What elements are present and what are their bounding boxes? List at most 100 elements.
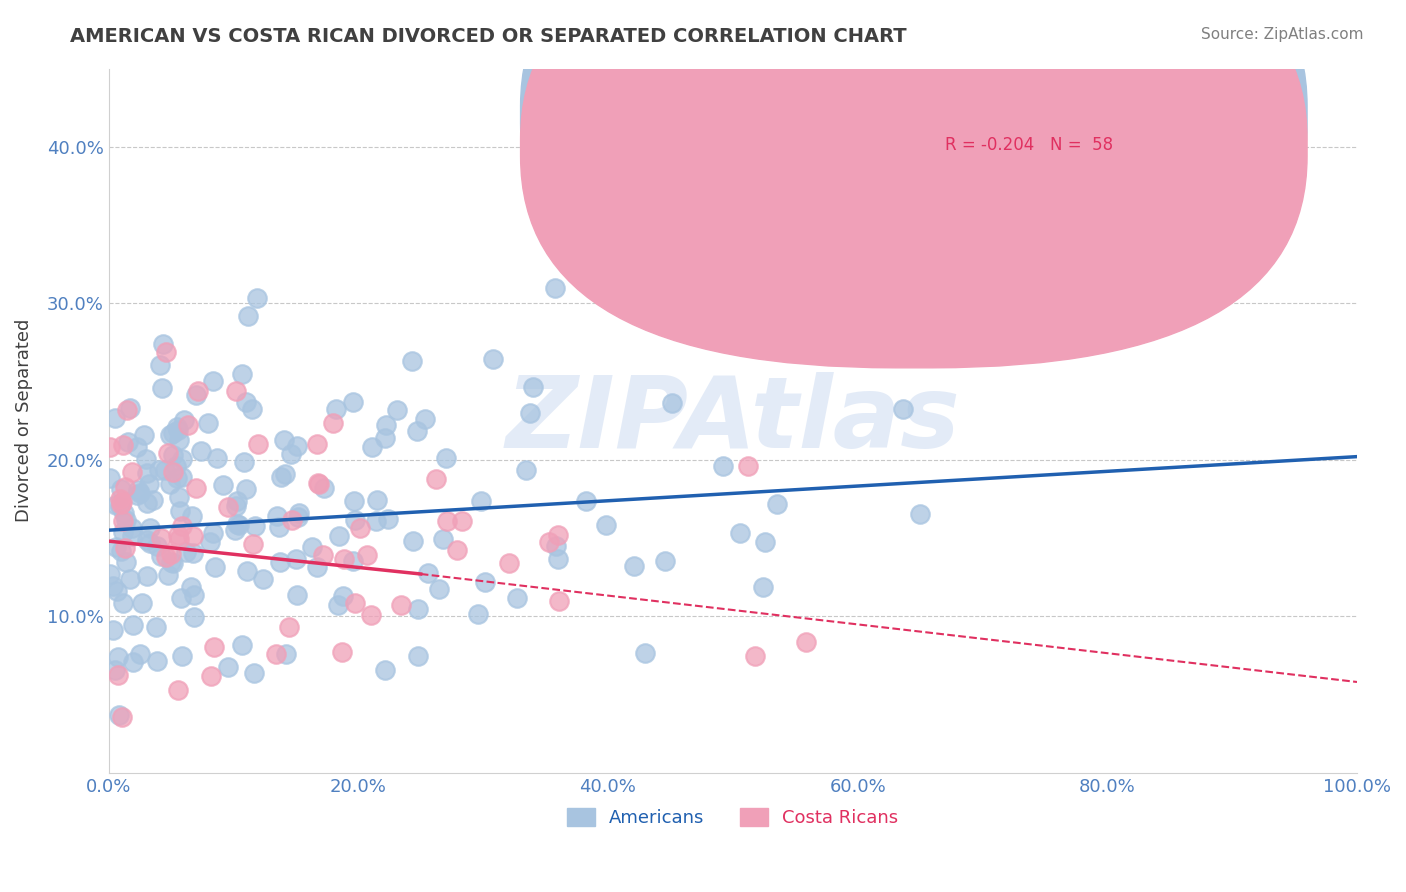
Point xyxy=(754,534,776,549)
Point xyxy=(180,509,202,524)
Point xyxy=(166,471,188,485)
Point xyxy=(307,560,329,574)
Point xyxy=(305,437,328,451)
Point xyxy=(374,432,396,446)
Point xyxy=(416,566,439,581)
Point xyxy=(312,548,335,562)
Point xyxy=(522,380,544,394)
Point xyxy=(274,467,297,481)
Point xyxy=(202,525,225,540)
Point xyxy=(595,517,617,532)
Point xyxy=(121,529,143,543)
Point xyxy=(155,344,177,359)
Point xyxy=(111,495,134,509)
Point xyxy=(155,549,177,564)
Point xyxy=(173,412,195,426)
Point xyxy=(242,536,264,550)
Point xyxy=(110,544,132,558)
Point xyxy=(308,476,330,491)
Point xyxy=(269,520,291,534)
Point xyxy=(252,572,274,586)
Point xyxy=(201,374,224,388)
Point xyxy=(162,425,184,440)
Point xyxy=(112,597,135,611)
Point xyxy=(228,518,250,533)
Point xyxy=(159,428,181,442)
Point xyxy=(264,647,287,661)
Point xyxy=(180,580,202,594)
Point xyxy=(186,388,208,402)
Point xyxy=(172,518,194,533)
Point xyxy=(129,486,152,500)
Point xyxy=(156,568,179,582)
Point xyxy=(765,497,787,511)
Point xyxy=(118,573,141,587)
Point xyxy=(744,649,766,664)
Point xyxy=(285,552,308,566)
Text: AMERICAN VS COSTA RICAN DIVORCED OR SEPARATED CORRELATION CHART: AMERICAN VS COSTA RICAN DIVORCED OR SEPA… xyxy=(70,27,907,45)
Point xyxy=(266,508,288,523)
Point xyxy=(183,589,205,603)
Point xyxy=(160,556,183,570)
Point xyxy=(162,448,184,462)
Point xyxy=(135,533,157,548)
Point xyxy=(342,493,364,508)
Point xyxy=(149,549,172,563)
Point xyxy=(891,401,914,416)
Point xyxy=(204,560,226,574)
Point xyxy=(224,524,246,538)
Point xyxy=(184,481,207,495)
Point xyxy=(217,500,239,515)
Point xyxy=(139,536,162,550)
Point xyxy=(332,589,354,603)
Point xyxy=(269,555,291,569)
Point xyxy=(446,543,468,558)
Point xyxy=(474,574,496,589)
Point xyxy=(226,494,249,508)
Point xyxy=(711,458,734,473)
Point xyxy=(330,645,353,659)
Point xyxy=(121,655,143,669)
Point xyxy=(160,547,183,561)
Point xyxy=(794,635,817,649)
Point xyxy=(108,491,131,506)
Point xyxy=(172,469,194,483)
Point xyxy=(281,513,304,527)
Point xyxy=(402,534,425,549)
FancyBboxPatch shape xyxy=(870,83,1144,181)
Point xyxy=(360,608,382,623)
FancyBboxPatch shape xyxy=(520,0,1308,368)
Point xyxy=(385,403,408,417)
Point xyxy=(181,529,204,543)
Point xyxy=(177,418,200,433)
Point xyxy=(187,384,209,398)
Point xyxy=(427,582,450,596)
Point xyxy=(146,539,169,553)
Point xyxy=(110,482,132,496)
Point xyxy=(342,554,364,568)
Point xyxy=(107,650,129,665)
Point xyxy=(202,640,225,655)
Point xyxy=(125,440,148,454)
Point xyxy=(103,623,125,637)
Point xyxy=(111,710,134,724)
Point xyxy=(314,481,336,495)
Point xyxy=(217,659,239,673)
Point xyxy=(167,423,190,437)
Point xyxy=(190,444,212,458)
Point xyxy=(181,546,204,560)
Point xyxy=(470,494,492,508)
Point xyxy=(235,395,257,409)
Point xyxy=(150,380,173,394)
Point xyxy=(623,558,645,573)
Point xyxy=(146,654,169,668)
Point xyxy=(374,418,396,433)
Point xyxy=(152,337,174,351)
Point xyxy=(661,395,683,409)
Point xyxy=(575,494,598,508)
Point xyxy=(548,594,571,608)
Point xyxy=(114,480,136,494)
Legend: Americans, Costa Ricans: Americans, Costa Ricans xyxy=(560,800,905,834)
Point xyxy=(406,602,429,616)
Text: R = -0.204   N =  58: R = -0.204 N = 58 xyxy=(945,136,1114,153)
